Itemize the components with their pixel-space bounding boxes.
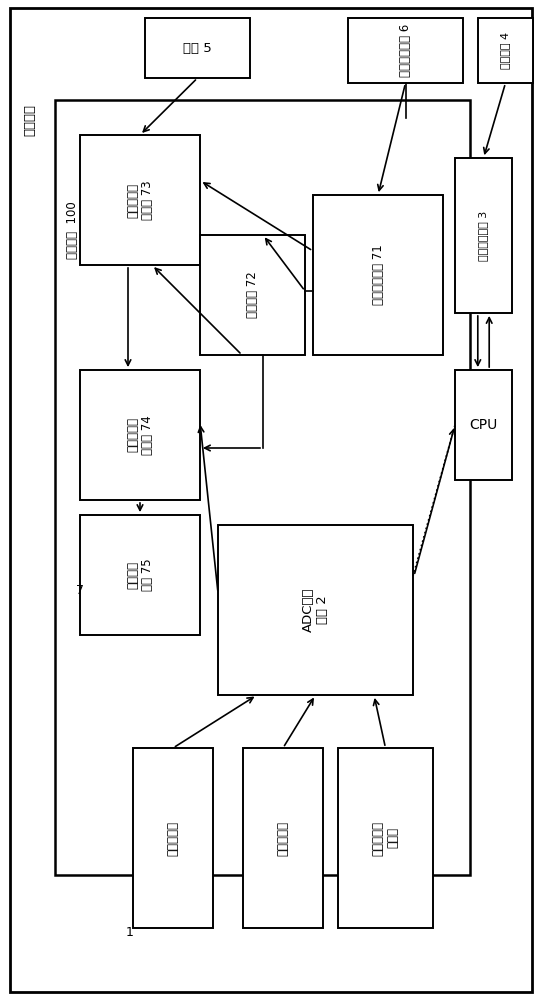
Text: 温度传感器: 温度传感器 xyxy=(166,820,179,856)
Bar xyxy=(118,730,438,945)
Bar xyxy=(455,158,512,313)
Bar xyxy=(200,235,305,355)
Text: 7: 7 xyxy=(76,584,84,597)
Bar xyxy=(133,748,213,928)
Text: 蓝牙天线 4: 蓝牙天线 4 xyxy=(500,32,511,69)
Bar xyxy=(80,370,200,500)
Text: ADC转换
单元 2: ADC转换 单元 2 xyxy=(301,588,330,632)
Text: 芯片硒片  100: 芯片硒片 100 xyxy=(67,201,80,259)
Bar xyxy=(338,748,433,928)
Bar xyxy=(455,370,512,480)
Bar xyxy=(218,525,413,695)
Text: 芯片封装: 芯片封装 xyxy=(23,104,36,136)
Bar xyxy=(80,515,200,635)
Text: 稳压电路 72: 稳压电路 72 xyxy=(246,272,259,318)
Bar xyxy=(145,18,250,78)
Text: 第一通路选
择单元 73: 第一通路选 择单元 73 xyxy=(126,180,154,220)
Bar xyxy=(243,748,323,928)
Bar xyxy=(313,195,443,355)
Text: 1: 1 xyxy=(126,926,134,940)
Bar xyxy=(348,18,463,83)
Bar xyxy=(80,135,200,265)
Text: 无线充电线圈 6: 无线充电线圈 6 xyxy=(399,24,412,77)
Text: 第二通路选
择单元 74: 第二通路选 择单元 74 xyxy=(126,415,154,455)
Bar xyxy=(68,118,313,606)
Text: 酸笿传感器: 酸笿传感器 xyxy=(276,820,289,856)
Text: 蓝牙控制电路 3: 蓝牙控制电路 3 xyxy=(479,210,488,261)
Text: CPU: CPU xyxy=(469,418,498,432)
Text: 各种病原菌
传感器: 各种病原菌 传感器 xyxy=(371,820,399,856)
Bar xyxy=(478,18,533,83)
Bar xyxy=(55,100,470,875)
Text: 充电检测单元 71: 充电检测单元 71 xyxy=(371,245,384,305)
Text: 供电网络
单元 75: 供电网络 单元 75 xyxy=(126,559,154,591)
Text: 电池 5: 电池 5 xyxy=(183,41,212,54)
